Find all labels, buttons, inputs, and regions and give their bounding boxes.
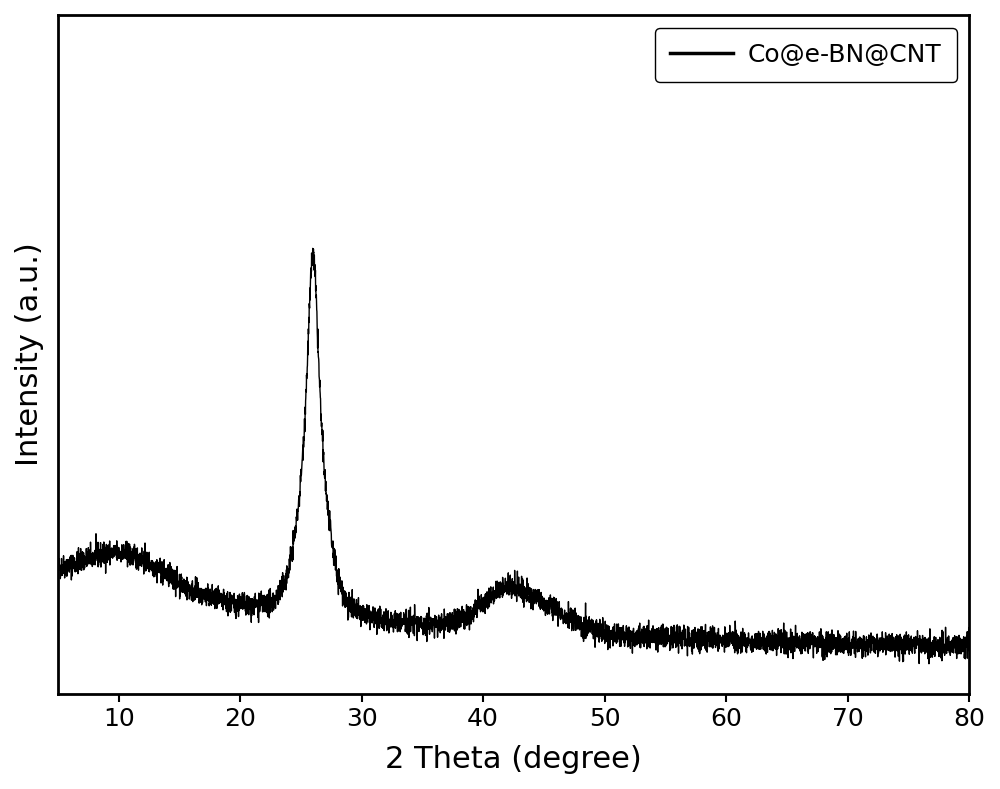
Legend: Co@e-BN@CNT: Co@e-BN@CNT [655,28,957,81]
Y-axis label: Intensity (a.u.): Intensity (a.u.) [15,242,44,466]
X-axis label: 2 Theta (degree): 2 Theta (degree) [385,745,642,774]
